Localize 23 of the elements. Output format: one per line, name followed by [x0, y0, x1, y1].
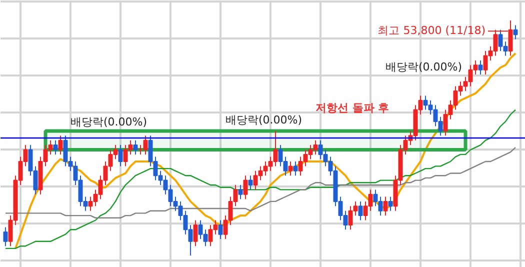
candlestick	[143, 135, 148, 155]
candlestick	[288, 161, 293, 176]
candlestick	[383, 196, 388, 216]
annotation: 배당락(0.00%)	[226, 113, 302, 126]
candlestick	[53, 140, 58, 155]
candlestick	[118, 144, 123, 167]
candlestick	[193, 220, 198, 247]
candlestick	[3, 226, 8, 247]
candlestick	[58, 135, 63, 155]
annotation: 저항선 돌파 후	[316, 102, 390, 114]
annotation: 최고 53,800 (11/18)	[378, 24, 486, 37]
candlestick	[218, 220, 223, 240]
candlestick	[478, 60, 483, 76]
candlestick	[133, 140, 138, 155]
candlestick	[388, 196, 393, 212]
candlestick	[358, 200, 363, 221]
candlestick	[243, 175, 248, 200]
candlestick	[513, 24, 518, 40]
candlestick	[248, 175, 253, 190]
candlestick	[293, 161, 298, 176]
annotation: 배당락(0.00%)	[386, 60, 462, 74]
candlestick	[238, 184, 243, 200]
annotation: 배당락(0.00%)	[70, 116, 148, 129]
